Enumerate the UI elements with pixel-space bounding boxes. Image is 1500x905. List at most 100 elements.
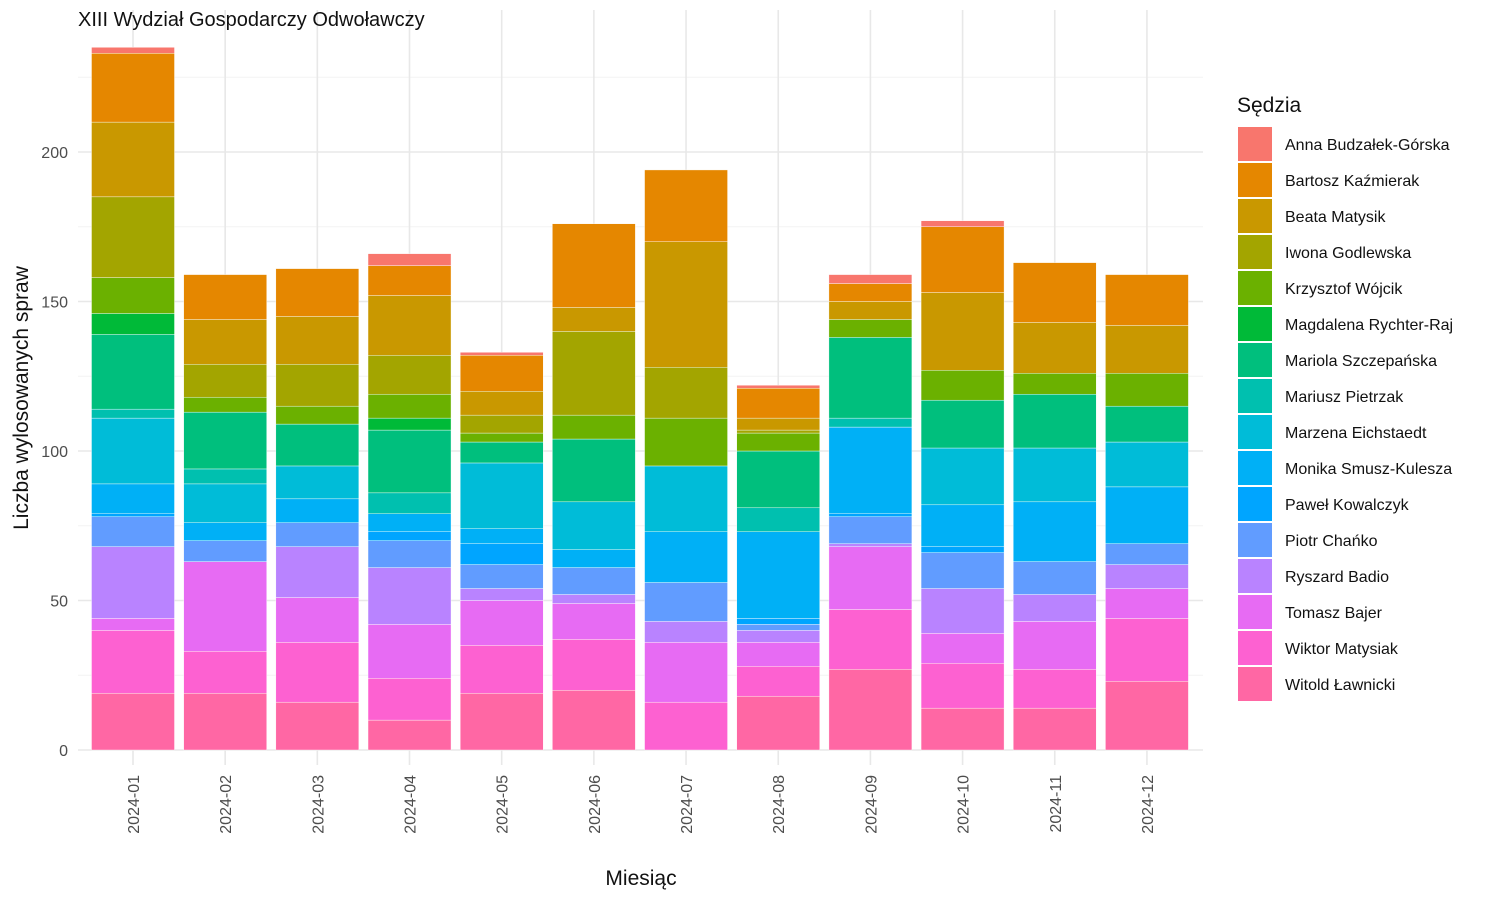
legend-key xyxy=(1238,451,1272,485)
bar-segment: Paweł Kowalczyk 2024-04: 3 xyxy=(367,531,452,541)
bar-segment: Anna Budzałek-Górska 2024-01: 2 xyxy=(91,47,175,54)
bar-segment: Witold Ławnicki 2024-06: 20 xyxy=(552,690,636,751)
bar-segment: Mariusz Pietrzak 2024-01: 3 xyxy=(91,408,175,419)
bar-segment: Iwona Godlewska 2024-01: 27 xyxy=(91,196,175,278)
legend-key xyxy=(1238,199,1272,233)
bar-segment: Krzysztof Wójcik 2024-08: 6 xyxy=(736,432,820,452)
bar-segment: Bartosz Kaźmierak 2024-03: 16 xyxy=(275,268,360,317)
bar-segment: Monika Smusz-Kulesza 2024-08: 29 xyxy=(736,531,820,619)
bar-segment: Witold Ławnicki 2024-01: 19 xyxy=(91,692,175,751)
x-tick-label: 2024-06 xyxy=(587,775,604,834)
bar-segment: Wiktor Matysiak 2024-01: 21 xyxy=(91,630,175,694)
bar-segment: Piotr Chańko 2024-07: 13 xyxy=(644,582,728,622)
bar-segment: Mariola Szczepańska 2024-03: 14 xyxy=(275,423,360,467)
bar-segment: Ryszard Badio 2024-03: 17 xyxy=(275,546,360,598)
axes: 0 50 100 150 200 2024-01 2024-02 2024-03 2024-04… xyxy=(41,145,1157,834)
bar-segment: Witold Ławnicki 2024-03: 16 xyxy=(275,701,360,751)
bar-segment: Iwona Godlewska 2024-08: 1 xyxy=(736,429,820,434)
bar-segment: Mariola Szczepańska 2024-10: 16 xyxy=(920,399,1005,449)
bar-segment: Krzysztof Wójcik 2024-03: 6 xyxy=(275,405,360,425)
bar-segment: Witold Ławnicki 2024-09: 27 xyxy=(828,669,913,751)
bar-segment: Tomasz Bajer 2024-04: 18 xyxy=(367,624,452,679)
bar-segment: Piotr Chańko 2024-04: 9 xyxy=(367,540,452,568)
legend-label: Marzena Eichstaedt xyxy=(1285,425,1427,442)
bar-segment: Monika Smusz-Kulesza 2024-07: 17 xyxy=(644,531,728,583)
bar-segment: Paweł Kowalczyk 2024-01: 1 xyxy=(91,513,175,517)
y-axis-label: Liczba wylosowanych spraw xyxy=(10,265,33,530)
legend-label: Iwona Godlewska xyxy=(1285,245,1411,262)
legend-label: Wiktor Matysiak xyxy=(1285,641,1399,658)
bar-segment: Piotr Chańko 2024-12: 7 xyxy=(1105,543,1189,565)
legend-label: Piotr Chańko xyxy=(1285,533,1378,550)
legend-key xyxy=(1238,379,1272,413)
x-tick-label: 2024-09 xyxy=(863,775,880,834)
bar-segment: Wiktor Matysiak 2024-10: 15 xyxy=(920,663,1005,709)
bar-segment: Piotr Chańko 2024-03: 8 xyxy=(275,522,360,547)
legend-label: Beata Matysik xyxy=(1285,209,1386,226)
x-tick-label: 2024-01 xyxy=(126,775,143,834)
legend-key xyxy=(1238,631,1272,665)
bar-segment: Beata Matysik 2024-06: 8 xyxy=(552,307,636,332)
legend-key xyxy=(1238,523,1272,557)
bar-segment: Piotr Chańko 2024-08: 2 xyxy=(736,624,820,631)
bar-segment: Tomasz Bajer 2024-06: 12 xyxy=(552,603,636,640)
bar-segment: Bartosz Kaźmierak 2024-08: 10 xyxy=(736,388,820,419)
bar-segment: Monika Smusz-Kulesza 2024-12: 19 xyxy=(1105,486,1189,544)
bar-segment: Piotr Chańko 2024-02: 7 xyxy=(183,540,267,562)
bar-segment: Krzysztof Wójcik 2024-01: 12 xyxy=(91,277,175,314)
bar-segment: Anna Budzałek-Górska 2024-04: 4 xyxy=(367,253,452,266)
bar-segment: Anna Budzałek-Górska 2024-10: 2 xyxy=(920,220,1005,227)
legend-label: Paweł Kowalczyk xyxy=(1285,497,1410,514)
x-tick-label: 2024-11 xyxy=(1048,775,1065,833)
bar-segment: Bartosz Kaźmierak 2024-12: 17 xyxy=(1105,274,1189,326)
legend-key xyxy=(1238,271,1272,305)
bar-segment: Mariola Szczepańska 2024-08: 19 xyxy=(736,450,820,509)
bar-segment: Ryszard Badio 2024-05: 4 xyxy=(460,588,544,601)
legend-label: Mariola Szczepańska xyxy=(1285,353,1437,370)
bar-segment: Piotr Chańko 2024-06: 9 xyxy=(552,567,636,595)
bar-segment: Ryszard Badio 2024-07: 7 xyxy=(644,621,728,643)
bar-segment: Marzena Eichstaedt 2024-10: 19 xyxy=(920,447,1005,506)
legend-label: Tomasz Bajer xyxy=(1285,605,1383,622)
bar-segment: Beata Matysik 2024-01: 25 xyxy=(91,121,175,198)
bar-segment: Krzysztof Wójcik 2024-02: 5 xyxy=(183,396,267,413)
bar-segment: Krzysztof Wójcik 2024-11: 7 xyxy=(1013,373,1097,395)
bar-segment: Mariusz Pietrzak 2024-02: 5 xyxy=(183,468,267,485)
bar-segment: Wiktor Matysiak 2024-04: 14 xyxy=(367,678,452,721)
bar-segment: Iwona Godlewska 2024-05: 6 xyxy=(460,414,544,434)
legend-label: Magdalena Rychter-Raj xyxy=(1285,317,1453,334)
bar-segment: Witold Ławnicki 2024-08: 18 xyxy=(736,695,820,751)
bar-segment: Monika Smusz-Kulesza 2024-03: 8 xyxy=(275,498,360,523)
bar-segment: Bartosz Kaźmierak 2024-10: 22 xyxy=(920,226,1005,293)
bar-segment: Tomasz Bajer 2024-01: 4 xyxy=(91,618,175,631)
legend-title: Sędzia xyxy=(1237,94,1302,117)
bar-segment: Marzena Eichstaedt 2024-05: 22 xyxy=(460,462,544,529)
bar-segment: Magdalena Rychter-Raj 2024-04: 4 xyxy=(367,417,452,431)
legend-key xyxy=(1238,343,1272,377)
legend-label: Bartosz Kaźmierak xyxy=(1285,173,1420,190)
bar-segment: Beata Matysik 2024-05: 8 xyxy=(460,391,544,416)
bar-segment: Beata Matysik 2024-04: 20 xyxy=(367,295,452,356)
legend-label: Mariusz Pietrzak xyxy=(1285,389,1404,406)
bar-segment: Wiktor Matysiak 2024-06: 17 xyxy=(552,639,636,691)
bar-segment: Beata Matysik 2024-09: 6 xyxy=(828,301,913,320)
legend-label: Anna Budzałek-Górska xyxy=(1285,137,1450,154)
bar-segment: Piotr Chańko 2024-01: 10 xyxy=(91,516,175,547)
x-tick-label: 2024-03 xyxy=(310,775,327,834)
bar-segment: Anna Budzałek-Górska 2024-08: 1 xyxy=(736,385,820,389)
bar-segment: Mariola Szczepańska 2024-02: 19 xyxy=(183,411,267,470)
bar-segment: Monika Smusz-Kulesza 2024-02: 6 xyxy=(183,522,267,541)
bar-segment: Ryszard Badio 2024-09: 1 xyxy=(828,543,913,547)
bar-segment: Monika Smusz-Kulesza 2024-09: 29 xyxy=(828,426,913,514)
bar-segment: Beata Matysik 2024-07: 42 xyxy=(644,241,728,368)
legend-key xyxy=(1238,559,1272,593)
bar-segment: Tomasz Bajer 2024-03: 15 xyxy=(275,597,360,643)
bar-segment: Monika Smusz-Kulesza 2024-11: 20 xyxy=(1013,501,1097,562)
bar-segment: Beata Matysik 2024-12: 16 xyxy=(1105,325,1189,374)
bar-segment: Ryszard Badio 2024-11: 9 xyxy=(1013,594,1097,622)
bar-segment: Witold Ławnicki 2024-02: 19 xyxy=(183,692,267,751)
x-tick-label: 2024-07 xyxy=(679,775,696,834)
x-tick-label: 2024-08 xyxy=(771,775,788,834)
y-tick-label: 200 xyxy=(41,145,68,162)
bar-segment: Ryszard Badio 2024-04: 19 xyxy=(367,567,452,625)
